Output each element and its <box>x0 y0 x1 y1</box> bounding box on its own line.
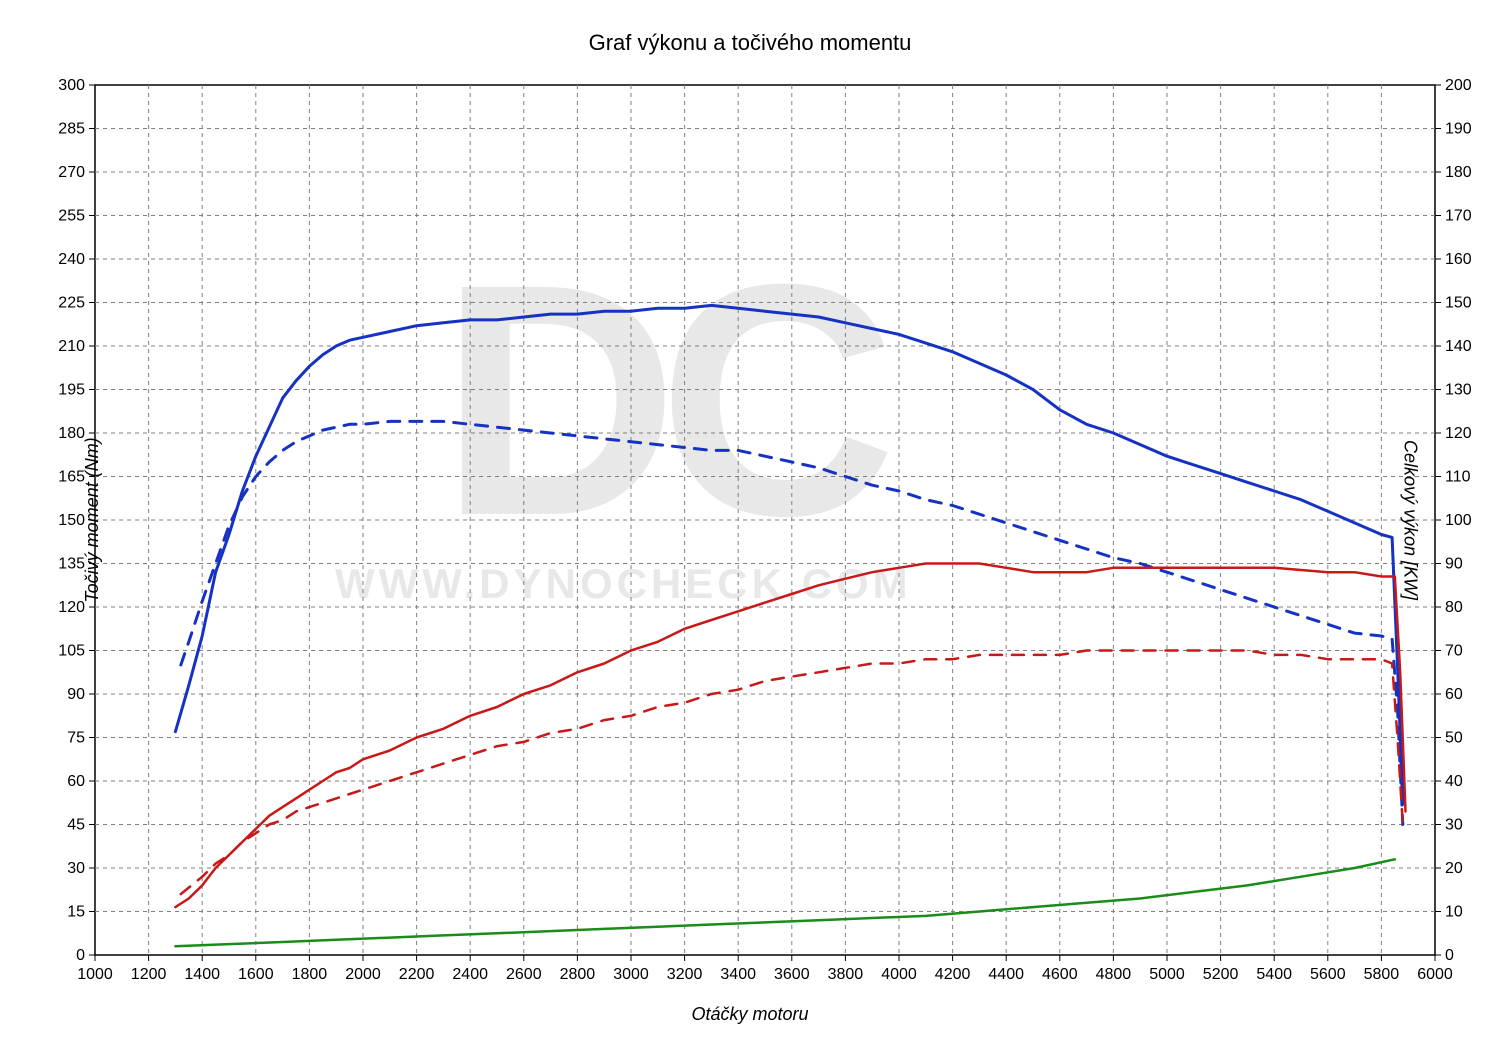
svg-text:140: 140 <box>1445 338 1472 355</box>
svg-text:105: 105 <box>58 643 85 660</box>
svg-text:75: 75 <box>67 730 85 747</box>
svg-text:1800: 1800 <box>292 966 328 983</box>
svg-text:2400: 2400 <box>452 966 488 983</box>
svg-text:135: 135 <box>58 556 85 573</box>
svg-text:60: 60 <box>67 773 85 790</box>
svg-text:5600: 5600 <box>1310 966 1346 983</box>
y-axis-left-label: Točivý moment (Nm) <box>82 437 103 602</box>
x-axis-label: Otáčky motoru <box>0 1004 1500 1025</box>
svg-text:150: 150 <box>58 512 85 529</box>
svg-text:200: 200 <box>1445 77 1472 94</box>
svg-text:2800: 2800 <box>560 966 596 983</box>
svg-text:110: 110 <box>1445 469 1471 486</box>
svg-text:90: 90 <box>1445 556 1463 573</box>
svg-text:4800: 4800 <box>1096 966 1132 983</box>
svg-text:15: 15 <box>67 904 85 921</box>
svg-text:3600: 3600 <box>774 966 810 983</box>
svg-text:160: 160 <box>1445 251 1472 268</box>
svg-text:4400: 4400 <box>988 966 1024 983</box>
chart-svg: 1000120014001600180020002200240026002800… <box>0 0 1500 1040</box>
svg-text:5000: 5000 <box>1149 966 1185 983</box>
svg-text:2600: 2600 <box>506 966 542 983</box>
svg-text:165: 165 <box>58 469 85 486</box>
svg-text:50: 50 <box>1445 730 1463 747</box>
svg-text:150: 150 <box>1445 295 1472 312</box>
svg-text:225: 225 <box>58 295 85 312</box>
svg-text:10: 10 <box>1445 904 1463 921</box>
svg-text:2000: 2000 <box>345 966 381 983</box>
svg-text:195: 195 <box>58 382 85 399</box>
svg-text:6000: 6000 <box>1417 966 1453 983</box>
svg-text:3200: 3200 <box>667 966 703 983</box>
svg-text:0: 0 <box>76 947 85 964</box>
svg-text:210: 210 <box>58 338 85 355</box>
svg-text:4000: 4000 <box>881 966 917 983</box>
svg-text:300: 300 <box>58 77 85 94</box>
svg-text:180: 180 <box>58 425 85 442</box>
svg-text:1400: 1400 <box>184 966 220 983</box>
svg-text:70: 70 <box>1445 643 1463 660</box>
series-torque_tuned <box>175 305 1402 804</box>
svg-text:2200: 2200 <box>399 966 435 983</box>
svg-text:240: 240 <box>58 251 85 268</box>
svg-text:5400: 5400 <box>1256 966 1292 983</box>
svg-text:40: 40 <box>1445 773 1463 790</box>
y-axis-right-label: Celkový výkon [KW] <box>1399 440 1420 600</box>
svg-text:60: 60 <box>1445 686 1463 703</box>
svg-text:1200: 1200 <box>131 966 167 983</box>
svg-text:130: 130 <box>1445 382 1472 399</box>
svg-text:170: 170 <box>1445 208 1472 225</box>
svg-text:45: 45 <box>67 817 85 834</box>
svg-text:285: 285 <box>58 121 85 138</box>
svg-text:30: 30 <box>67 860 85 877</box>
svg-text:4600: 4600 <box>1042 966 1078 983</box>
svg-text:0: 0 <box>1445 947 1454 964</box>
svg-text:190: 190 <box>1445 121 1472 138</box>
svg-text:30: 30 <box>1445 817 1463 834</box>
svg-text:180: 180 <box>1445 164 1472 181</box>
svg-text:5200: 5200 <box>1203 966 1239 983</box>
svg-text:3400: 3400 <box>720 966 756 983</box>
svg-text:5800: 5800 <box>1364 966 1400 983</box>
svg-text:90: 90 <box>67 686 85 703</box>
svg-text:20: 20 <box>1445 860 1463 877</box>
svg-text:270: 270 <box>58 164 85 181</box>
svg-text:3800: 3800 <box>828 966 864 983</box>
chart-container: Graf výkonu a točivého momentu DC WWW.DY… <box>0 0 1500 1040</box>
svg-text:80: 80 <box>1445 599 1463 616</box>
svg-text:3000: 3000 <box>613 966 649 983</box>
svg-text:100: 100 <box>1445 512 1472 529</box>
svg-text:1600: 1600 <box>238 966 274 983</box>
svg-text:120: 120 <box>58 599 85 616</box>
series-loss <box>175 859 1394 946</box>
svg-text:1000: 1000 <box>77 966 113 983</box>
svg-text:4200: 4200 <box>935 966 971 983</box>
svg-text:255: 255 <box>58 208 85 225</box>
svg-text:120: 120 <box>1445 425 1472 442</box>
